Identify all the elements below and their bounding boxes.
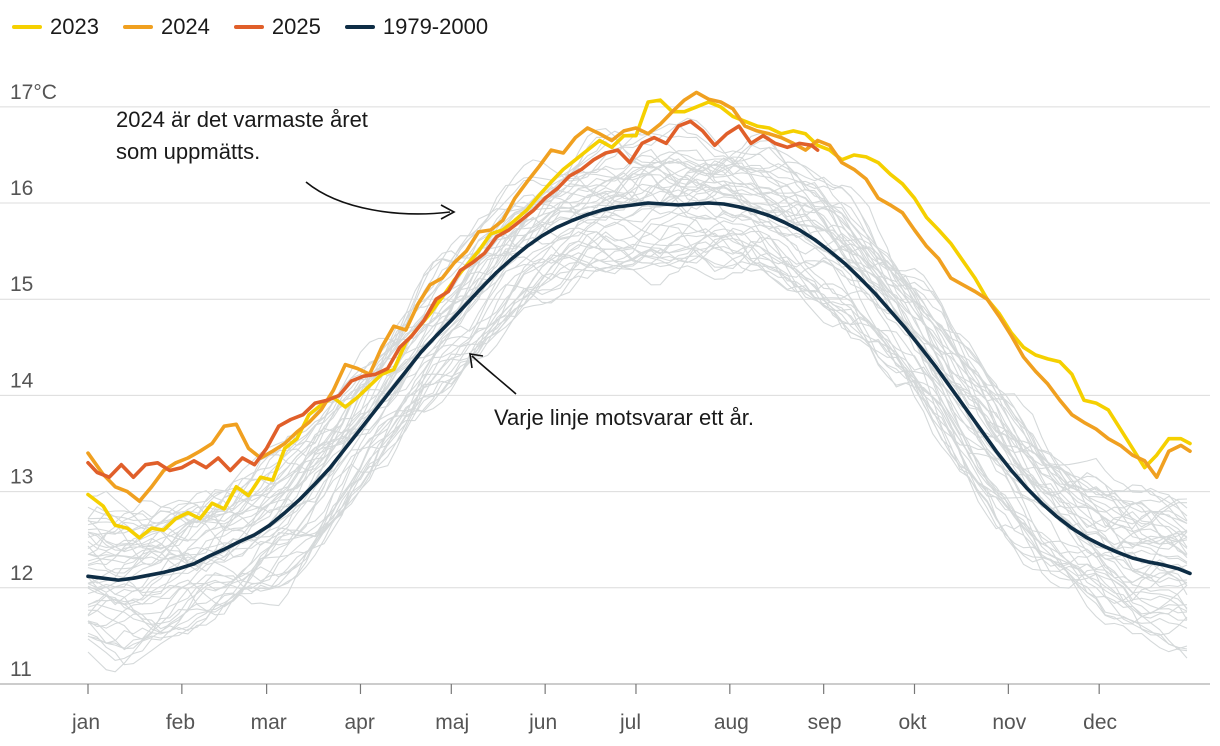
legend-item-2024: 2024 [122, 14, 210, 40]
y-tick-label-15: 15 [10, 273, 33, 296]
background-year-line [87, 189, 1188, 606]
annotation-each-line-text: Varje linje motsvarar ett år. [494, 405, 755, 430]
annotation-2024-line-1: 2024 är det varmaste året [116, 107, 368, 132]
y-tick-label-12: 12 [10, 562, 33, 585]
annotation-arrow-each-year [471, 355, 517, 395]
series-line-2025 [86, 119, 820, 479]
background-year-line [87, 248, 1188, 630]
background-year-line [87, 184, 1188, 573]
background-year-line [87, 220, 1188, 651]
legend-label-2025: 2025 [271, 14, 321, 39]
background-year-line [87, 156, 1188, 556]
legend-swatch-2025 [233, 25, 264, 29]
annotation-arrow-2024 [305, 181, 451, 215]
background-year-lines [87, 117, 1188, 673]
background-year-line [87, 187, 1188, 593]
background-year-line [87, 164, 1188, 541]
legend-label-2024: 2024 [160, 14, 210, 39]
x-tick-label-jun: jun [528, 711, 557, 734]
background-year-line [87, 149, 1187, 555]
background-year-line [87, 246, 1188, 649]
background-year-line [87, 230, 1188, 640]
background-year-line [87, 241, 1188, 629]
legend-swatch-2024 [122, 25, 153, 29]
annotation-2024-line-2: som uppmätts. [116, 139, 261, 164]
background-year-line [87, 174, 1188, 584]
background-year-line [87, 148, 1188, 563]
background-year-line [87, 162, 1188, 567]
background-year-line [87, 136, 1188, 550]
background-year-line [87, 232, 1188, 644]
y-tick-label-17: 17°C [10, 81, 57, 104]
legend: 2023 2024 2025 1979-2000 [12, 14, 488, 40]
y-tick-label-16: 16 [10, 177, 33, 200]
x-tick-label-okt: okt [899, 711, 927, 734]
annotation-arrows [305, 181, 517, 395]
legend-item-2023: 2023 [12, 14, 99, 40]
y-axis: 11 12 13 14 15 16 17°C [10, 81, 57, 681]
legend-swatch-2023 [12, 25, 42, 29]
background-year-line [87, 206, 1188, 617]
background-year-line [87, 237, 1188, 666]
background-year-line [87, 231, 1188, 625]
x-tick-label-jan: jan [71, 711, 100, 734]
x-tick-label-apr: apr [344, 711, 374, 734]
series-line-1979-2000 [86, 201, 1192, 582]
background-year-line [87, 173, 1188, 562]
background-year-line [87, 123, 1188, 538]
x-tick-label-dec: dec [1083, 711, 1117, 734]
y-tick-label-13: 13 [10, 466, 33, 489]
legend-swatch-1979-2000 [344, 25, 375, 29]
annotation-arrowhead-each-year [469, 353, 484, 369]
background-year-line [87, 157, 1188, 574]
x-tick-label-sep: sep [808, 711, 842, 734]
x-tick-label-nov: nov [992, 711, 1026, 734]
legend-label-1979-2000: 1979-2000 [382, 14, 489, 39]
y-tick-label-11: 11 [10, 658, 32, 681]
legend-label-2023: 2023 [50, 14, 99, 39]
x-tick-label-mar: mar [251, 711, 287, 734]
x-axis: jan feb mar apr maj jun jul aug sep okt nov dec [71, 684, 1117, 734]
legend-item-2025: 2025 [233, 14, 321, 40]
background-year-line [87, 160, 1188, 554]
x-tick-label-jul: jul [619, 711, 641, 734]
x-tick-label-feb: feb [166, 711, 195, 734]
background-year-line [87, 221, 1188, 634]
annotation-2024-warmest: 2024 är det varmaste året som uppmätts. [116, 104, 368, 168]
x-tick-label-aug: aug [714, 711, 749, 734]
background-year-line [87, 209, 1188, 606]
x-tick-label-maj: maj [435, 711, 469, 734]
y-tick-label-14: 14 [10, 369, 34, 392]
annotation-each-line-year: Varje linje motsvarar ett år. [494, 402, 754, 434]
series-line-2024 [86, 90, 1192, 503]
annotation-arrowhead-2024 [440, 204, 456, 220]
legend-item-1979-2000: 1979-2000 [344, 14, 489, 40]
series-lines [86, 90, 1192, 582]
background-year-line [87, 189, 1188, 565]
